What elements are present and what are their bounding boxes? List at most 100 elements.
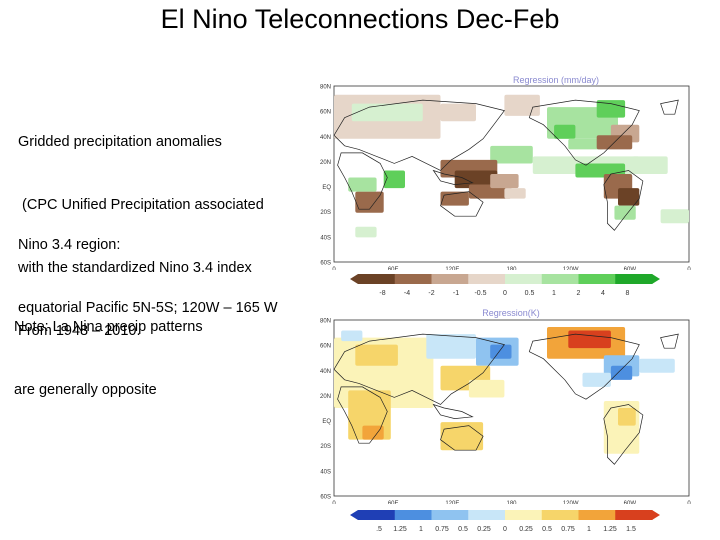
- description-line: From 1948 – 2010.: [18, 323, 141, 339]
- temp-anomaly-patches: [334, 327, 675, 454]
- region-line: equatorial Pacific 5N-5S; 120W – 165 W: [18, 300, 278, 316]
- slide-title: El Nino Teleconnections Dec-Feb: [160, 4, 560, 34]
- continent-outline: [432, 403, 474, 419]
- precip-coastlines: [333, 99, 679, 231]
- colorbar-label: -8: [379, 290, 385, 297]
- lon-tick-label: 60E: [388, 501, 399, 504]
- continent-outline: [528, 99, 640, 166]
- lon-tick-label: 60E: [388, 267, 399, 270]
- precip-anomaly-patches: [334, 94, 689, 238]
- lat-tick-label: 20S: [320, 444, 331, 450]
- anomaly-patch: [468, 379, 505, 398]
- colorbar-label: 0.75: [561, 526, 575, 533]
- anomaly-patch: [490, 174, 519, 189]
- colorbar-cell: [541, 510, 579, 520]
- description-line: Gridded precipitation anomalies: [18, 134, 222, 150]
- anomaly-patch: [355, 226, 377, 238]
- lat-tick-label: 40N: [320, 135, 331, 141]
- anomaly-patch: [504, 94, 540, 116]
- colorbar-label: 1.5: [626, 526, 636, 533]
- lat-tick-label: 40N: [320, 369, 331, 375]
- colorbar-label: 1.25: [603, 526, 617, 533]
- note-line: are generally opposite: [14, 382, 157, 398]
- colorbar-cell: [431, 274, 469, 284]
- anomaly-patch: [351, 103, 423, 122]
- precip-regression-map: Regression (mm/day) 80N 60N 40N 20N EQ 20S 40S…: [320, 75, 691, 270]
- lat-tick-label: 80N: [320, 85, 331, 91]
- lon-tick-label: 60W: [624, 267, 637, 270]
- anomaly-patch: [582, 372, 611, 387]
- lat-tick-label: 40S: [320, 235, 331, 241]
- continent-outline: [603, 404, 644, 465]
- anomaly-patch: [348, 177, 377, 192]
- lon-tick-label: 0: [687, 501, 691, 504]
- anomaly-patch: [504, 188, 526, 199]
- colorbar-cell: [468, 510, 506, 520]
- lat-tick-label: 20N: [320, 160, 331, 166]
- colorbar-cell: [615, 274, 653, 284]
- lon-tick-label: 120E: [445, 501, 459, 504]
- lon-tick-label: 120W: [563, 267, 579, 270]
- region-text: Nino 3.4 region: equatorial Pacific 5N-5…: [18, 193, 278, 340]
- colorbar-cell: [358, 510, 396, 520]
- temp-lon-labels: 0 60E 120E 180 120W 60W 0: [332, 501, 691, 504]
- lat-tick-label: EQ: [322, 419, 331, 425]
- anomaly-patch: [362, 425, 384, 440]
- colorbar-label: 0.25: [477, 526, 491, 533]
- anomaly-patch: [490, 344, 512, 359]
- anomaly-patch: [618, 408, 636, 426]
- anomaly-patch: [440, 422, 484, 451]
- anomaly-patch: [341, 330, 363, 342]
- continent-outline: [337, 386, 388, 444]
- colorbar-cell: [431, 510, 469, 520]
- continent-outline: [528, 333, 640, 400]
- continent-outline: [440, 425, 484, 451]
- lat-tick-label: 60S: [320, 261, 331, 267]
- colorbar-label: .5: [376, 526, 382, 533]
- colorbar-label: 0.5: [458, 526, 468, 533]
- anomaly-patch: [639, 358, 675, 373]
- colorbar-cell: [505, 510, 543, 520]
- temp-map-title: Regression(K): [482, 308, 540, 318]
- colorbar-cell: [505, 274, 543, 284]
- continent-outline: [333, 333, 505, 405]
- lat-tick-label: 60S: [320, 495, 331, 501]
- colorbar-arrow-left: [350, 274, 358, 284]
- anomaly-patch: [632, 156, 668, 174]
- lon-tick-label: 0: [332, 501, 336, 504]
- lon-tick-label: 120E: [445, 267, 459, 270]
- colorbar-label: 0.5: [542, 526, 552, 533]
- temp-regression-map: Regression(K) 80N 60N 40N 20N EQ 20S 40S 60S 0 6…: [320, 308, 691, 504]
- continent-outline: [333, 99, 505, 171]
- anomaly-patch: [618, 188, 640, 206]
- lon-tick-label: 180: [506, 501, 517, 504]
- anomaly-patch: [568, 330, 611, 349]
- colorbar-label: 0: [503, 290, 507, 297]
- note-line: Note: La Nina precip patterns: [14, 319, 203, 335]
- colorbar-cell: [468, 274, 506, 284]
- lat-tick-label: 80N: [320, 319, 331, 325]
- colorbar-arrow-left: [350, 510, 358, 520]
- anomaly-patch: [554, 124, 576, 139]
- lon-tick-label: 180: [506, 267, 517, 270]
- anomaly-patch: [440, 103, 476, 122]
- lon-tick-label: 0: [687, 267, 691, 270]
- colorbar-cell: [615, 510, 653, 520]
- lat-tick-label: 40S: [320, 469, 331, 475]
- colorbar-cell: [541, 274, 579, 284]
- temp-lat-labels: 80N 60N 40N 20N EQ 20S 40S 60S: [320, 319, 331, 501]
- anomaly-patch: [596, 100, 626, 118]
- colorbar-cell: [394, 274, 432, 284]
- colorbar-label: 0.75: [435, 526, 449, 533]
- precip-lon-labels: 0 60E 120E 180 120W 60W 0: [332, 267, 691, 270]
- lat-tick-label: 20S: [320, 210, 331, 216]
- colorbar-label: -1: [453, 290, 459, 297]
- colorbar-label: -0.5: [474, 290, 486, 297]
- anomaly-patch: [383, 170, 405, 189]
- description-text: Gridded precipitation anomalies (CPC Uni…: [18, 90, 264, 363]
- continent-outline: [660, 99, 679, 115]
- temp-coastlines: [333, 333, 679, 465]
- anomaly-patch: [355, 344, 398, 366]
- colorbar-label: -2: [428, 290, 434, 297]
- colorbar-label: 0.25: [519, 526, 533, 533]
